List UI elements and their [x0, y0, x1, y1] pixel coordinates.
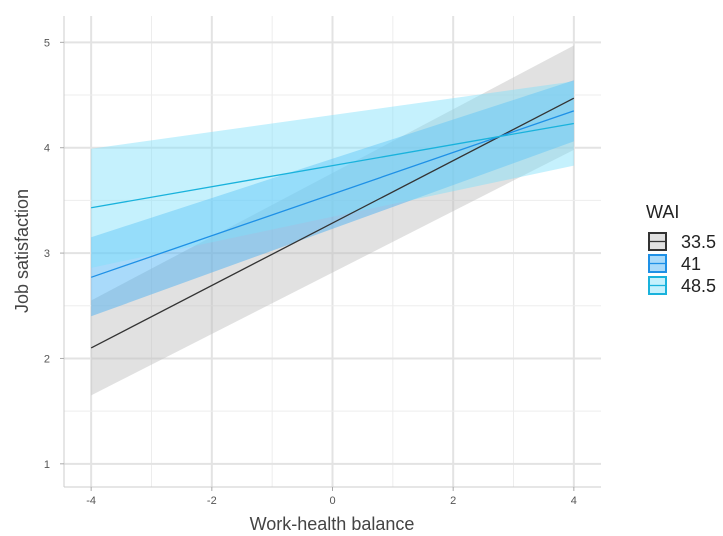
y-tick-label: 4 [44, 143, 50, 155]
legend-label-41: 41 [681, 254, 701, 274]
regression-line-48.5 [91, 122, 574, 209]
x-axis-ticks: -4 -2 0 2 4 [86, 487, 577, 507]
regression-line-33.5 [90, 97, 575, 349]
y-tick-label: 5 [44, 37, 50, 49]
confidence-band-41 [91, 80, 574, 317]
grid [64, 16, 601, 487]
y-axis-ticks: 1 2 3 4 5 [44, 37, 64, 471]
regression-line-41 [90, 110, 575, 278]
x-tick-label: -4 [86, 495, 96, 507]
x-tick-label: 0 [329, 495, 335, 507]
y-tick-label: 3 [44, 248, 50, 260]
y-tick-label: 2 [44, 353, 50, 365]
confidence-band-33.5 [91, 45, 574, 396]
legend-title: WAI [646, 202, 679, 222]
x-tick-label: -2 [207, 495, 217, 507]
x-tick-label: 4 [571, 495, 577, 507]
y-axis-title: Job satisfaction [12, 189, 32, 313]
x-tick-label: 2 [450, 495, 456, 507]
x-axis-title: Work-health balance [250, 514, 415, 534]
legend-label-48.5: 48.5 [681, 276, 716, 296]
y-tick-label: 1 [44, 459, 50, 471]
confidence-bands [91, 45, 574, 396]
confidence-band-48.5 [91, 81, 574, 268]
legend-label-33.5: 33.5 [681, 232, 716, 252]
regression-lines [90, 97, 575, 349]
